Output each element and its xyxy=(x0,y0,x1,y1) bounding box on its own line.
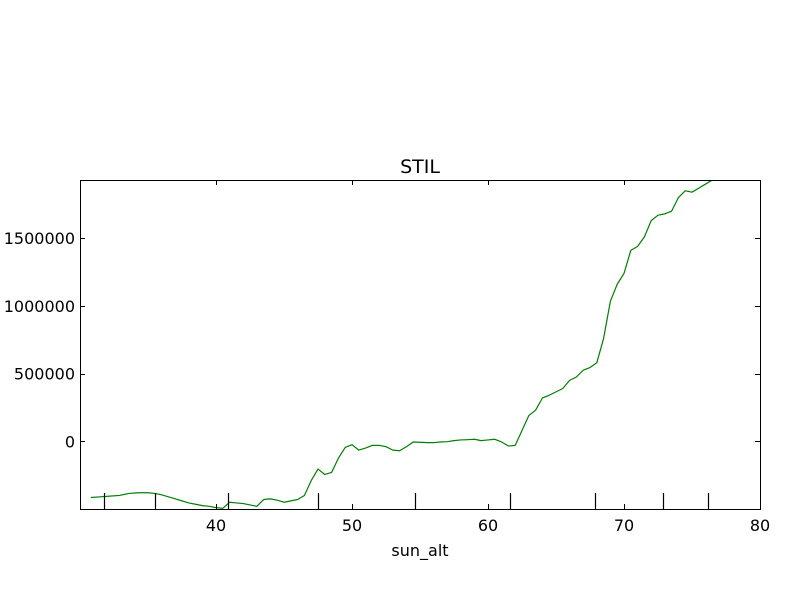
x-tick-label: 60 xyxy=(478,516,498,535)
series-line-0 xyxy=(90,180,720,509)
y-tick-label: 500000 xyxy=(14,365,75,384)
rug-ticks xyxy=(103,493,710,509)
plot-frame xyxy=(80,180,761,510)
x-tick-label: 80 xyxy=(750,516,770,535)
x-tick-label: 50 xyxy=(342,516,362,535)
x-tick-label: 40 xyxy=(206,516,226,535)
plot-area xyxy=(90,180,720,509)
y-tick-label: 0 xyxy=(65,432,75,451)
y-axis-ticks: 0 500000 1000000 1500000 xyxy=(4,229,760,451)
x-axis-ticks: 40 50 60 70 80 xyxy=(206,180,770,535)
chart-title: STIL xyxy=(400,156,440,178)
x-axis-label: sun_alt xyxy=(391,541,448,561)
y-tick-label: 1000000 xyxy=(4,297,75,316)
x-tick-label: 70 xyxy=(614,516,634,535)
y-tick-label: 1500000 xyxy=(4,229,75,248)
